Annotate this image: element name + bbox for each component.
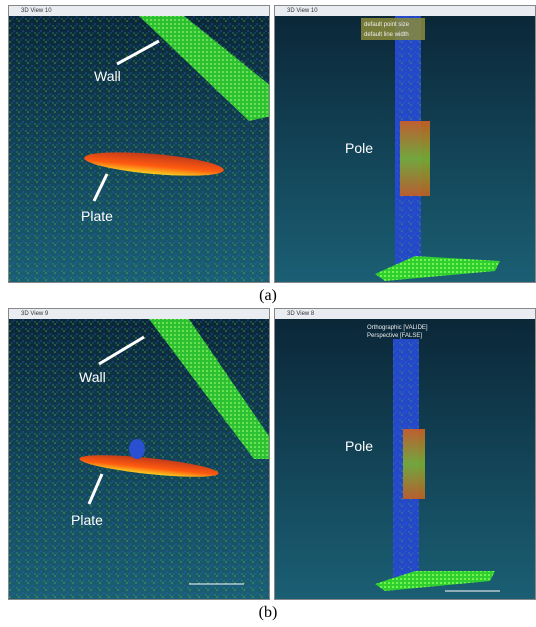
- overlay-text: Orthographic [VALIDE]: [367, 325, 428, 331]
- viewer-window: Orthographic [VALIDE] Perspective [FALSE…: [274, 308, 536, 600]
- caption: (a): [0, 287, 536, 305]
- window-title: 3D View 8: [275, 309, 535, 319]
- point-cloud-view: default point size default line width Po…: [275, 6, 536, 283]
- annotation: Wall: [94, 68, 121, 84]
- viewer-window: default point size default line width Po…: [274, 5, 536, 283]
- point-cloud-view: Wall Plate: [9, 6, 270, 283]
- caption: (b): [0, 604, 536, 622]
- overlay-text: Perspective [FALSE]: [367, 333, 422, 339]
- window-title: 3D View 10: [9, 6, 269, 16]
- point-cloud-view: Wall Plate: [9, 309, 270, 600]
- overlay-text: default line width: [364, 32, 409, 38]
- point-cloud-view: Orthographic [VALIDE] Perspective [FALSE…: [275, 309, 536, 600]
- viewer-window: Wall Plate 3D View 10: [8, 5, 270, 283]
- annotation: Pole: [345, 140, 373, 156]
- figure: Wall Plate 3D View 10 default point size…: [0, 0, 536, 627]
- window-title: 3D View 10: [275, 6, 535, 16]
- overlay-text: default point size: [364, 22, 410, 28]
- window-title: 3D View 9: [9, 309, 269, 319]
- annotation: Plate: [71, 512, 103, 528]
- annotation: Pole: [345, 438, 373, 454]
- annotation: Plate: [81, 208, 113, 224]
- viewer-window: Wall Plate 3D View 9: [8, 308, 270, 600]
- annotation: Wall: [79, 369, 106, 385]
